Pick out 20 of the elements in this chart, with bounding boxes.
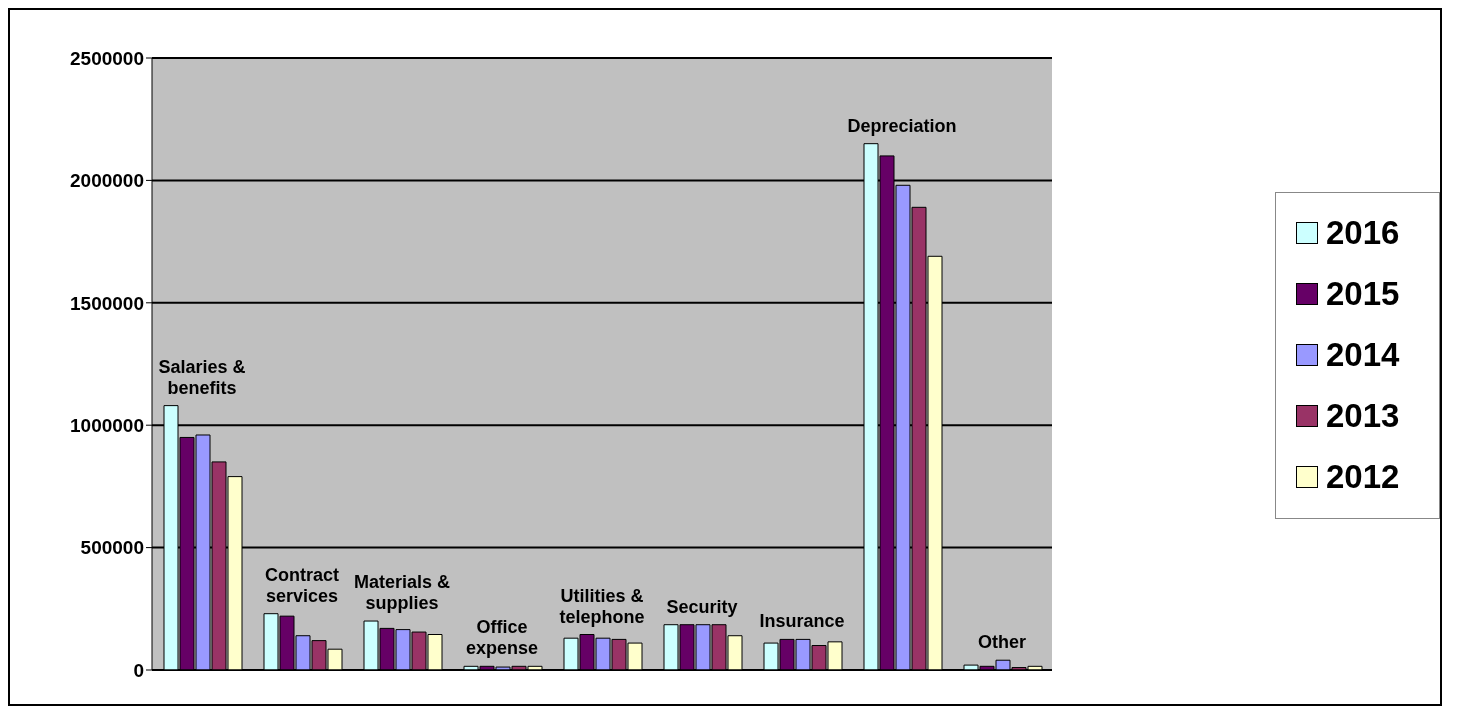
y-tick-label: 500000 bbox=[80, 537, 144, 559]
y-tick-label: 0 bbox=[133, 659, 144, 681]
x-tick-label: Other bbox=[977, 632, 1027, 653]
y-tick-label: 1000000 bbox=[70, 414, 144, 436]
y-tick-label: 2500000 bbox=[70, 47, 144, 69]
x-tick-label: Depreciation bbox=[847, 115, 957, 136]
legend-label: 2012 bbox=[1326, 458, 1400, 496]
x-tick-label: Contract services bbox=[264, 564, 340, 606]
x-tick-label: Security bbox=[666, 596, 738, 617]
x-tick-label: Materials & supplies bbox=[353, 572, 451, 614]
x-tick-label: Utilities & telephone bbox=[559, 585, 645, 627]
y-tick-label: 1500000 bbox=[70, 292, 144, 314]
x-tick-label: Insurance bbox=[759, 611, 845, 632]
legend-label: 2015 bbox=[1326, 275, 1400, 313]
x-tick-label: Office expense bbox=[465, 617, 539, 659]
y-tick-label: 2000000 bbox=[70, 170, 144, 192]
legend-label: 2014 bbox=[1326, 336, 1400, 374]
x-tick-label: Salaries & benefits bbox=[158, 356, 246, 398]
legend-label: 2013 bbox=[1326, 397, 1400, 435]
legend-label: 2016 bbox=[1326, 214, 1400, 252]
